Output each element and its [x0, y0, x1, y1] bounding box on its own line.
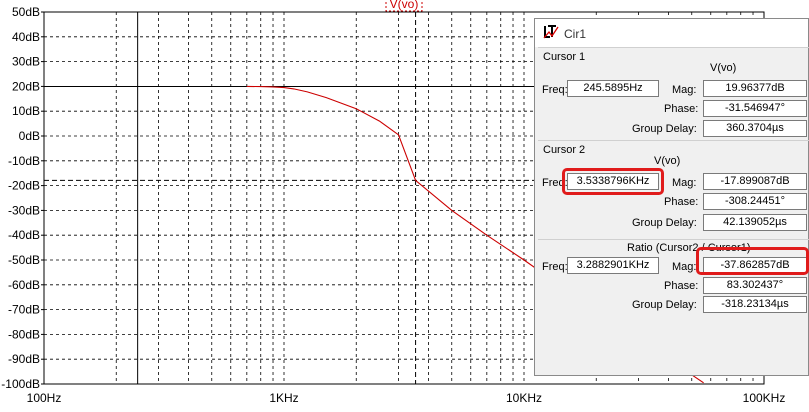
cursor2-freq-field[interactable]: 3.5338796KHz — [567, 173, 659, 190]
cursor2-group: Cursor 2 V(vo) Freq: 3.5338796KHz Mag: -… — [538, 140, 809, 237]
y-tick-label: 50dB — [12, 5, 40, 19]
ratio-mag-label: Mag: — [672, 261, 697, 273]
cursor1-trace: V(vo) — [710, 62, 737, 74]
cursor2-freq-label: Freq: — [542, 177, 568, 189]
y-tick-label: 40dB — [12, 30, 40, 44]
cursor1-group-delay-field[interactable]: 360.3704µs — [703, 120, 807, 137]
cursor2-mag-label: Mag: — [672, 177, 697, 189]
y-tick-label: -30dB — [8, 203, 40, 217]
ratio-group-delay-label: Group Delay: — [632, 299, 697, 311]
cursor1-freq-field[interactable]: 245.5895Hz — [567, 80, 659, 97]
x-tick-label: 100KHz — [743, 391, 786, 405]
x-tick-label: 1KHz — [269, 391, 298, 405]
y-tick-label: -90dB — [8, 352, 40, 366]
cursor1-phase-field[interactable]: -31.546947° — [703, 100, 807, 117]
y-tick-label: -10dB — [8, 154, 40, 168]
ratio-phase-label: Phase: — [664, 280, 699, 292]
cursor1-label: Cursor 1 — [543, 51, 586, 63]
y-tick-label: -50dB — [8, 253, 40, 267]
y-tick-label: -20dB — [8, 179, 40, 193]
y-tick-label: -60dB — [8, 278, 40, 292]
cursor2-label: Cursor 2 — [543, 144, 586, 156]
x-axis-ticks: 100Hz 1KHz 10KHz 100KHz — [27, 391, 786, 405]
y-tick-label: 30dB — [12, 55, 40, 69]
ltspice-icon — [543, 24, 559, 40]
ratio-group-delay-field[interactable]: -318.23134µs — [703, 296, 807, 313]
ratio-mag-field[interactable]: -37.862857dB — [703, 257, 807, 274]
cursor1-group: Cursor 1 V(vo) Freq: 245.5895Hz Mag: 19.… — [538, 47, 809, 138]
cursor2-trace: V(vo) — [654, 155, 681, 167]
cursor1-group-delay-label: Group Delay: — [632, 123, 697, 135]
y-tick-label: -40dB — [8, 228, 40, 242]
cursor2-group-delay-label: Group Delay: — [632, 217, 697, 229]
y-tick-label: 20dB — [12, 79, 40, 93]
cursor1-phase-label: Phase: — [664, 103, 699, 115]
y-tick-label: 10dB — [12, 104, 40, 118]
y-tick-label: -100dB — [1, 377, 40, 391]
y-tick-label: -80dB — [8, 327, 40, 341]
dialog-title-bar[interactable]: Cir1 — [535, 19, 808, 47]
y-tick-label: 0dB — [19, 129, 40, 143]
ratio-freq-label: Freq: — [542, 261, 568, 273]
dialog-title: Cir1 — [564, 27, 587, 41]
ratio-group: Ratio (Cursor2 / Cursor1) Freq: 3.288290… — [538, 239, 809, 376]
cursor2-phase-label: Phase: — [664, 196, 699, 208]
x-tick-label: 10KHz — [506, 391, 542, 405]
ratio-label: Ratio (Cursor2 / Cursor1) — [627, 242, 751, 254]
cursor1-mag-field[interactable]: 19.96377dB — [703, 80, 807, 97]
cursor-dialog[interactable]: Cir1 Cursor 1 V(vo) Freq: 245.5895Hz Mag… — [534, 18, 809, 376]
cursor2-phase-field[interactable]: -308.24451° — [703, 193, 807, 210]
y-tick-label: -70dB — [8, 303, 40, 317]
y-axis-ticks: 50dB 40dB 30dB 20dB 10dB 0dB -10dB -20dB -30dB -4… — [1, 5, 44, 391]
trace-title[interactable]: V(vo) — [390, 0, 419, 11]
x-tick-label: 100Hz — [27, 391, 62, 405]
cursor2-group-delay-field[interactable]: 42.139052µs — [703, 214, 807, 231]
ratio-phase-field[interactable]: 83.302437° — [703, 277, 807, 294]
cursor1-mag-label: Mag: — [672, 84, 697, 96]
cursor2-mag-field[interactable]: -17.899087dB — [703, 173, 807, 190]
cursor1-freq-label: Freq: — [542, 84, 568, 96]
ratio-freq-field[interactable]: 3.2882901KHz — [567, 257, 659, 274]
